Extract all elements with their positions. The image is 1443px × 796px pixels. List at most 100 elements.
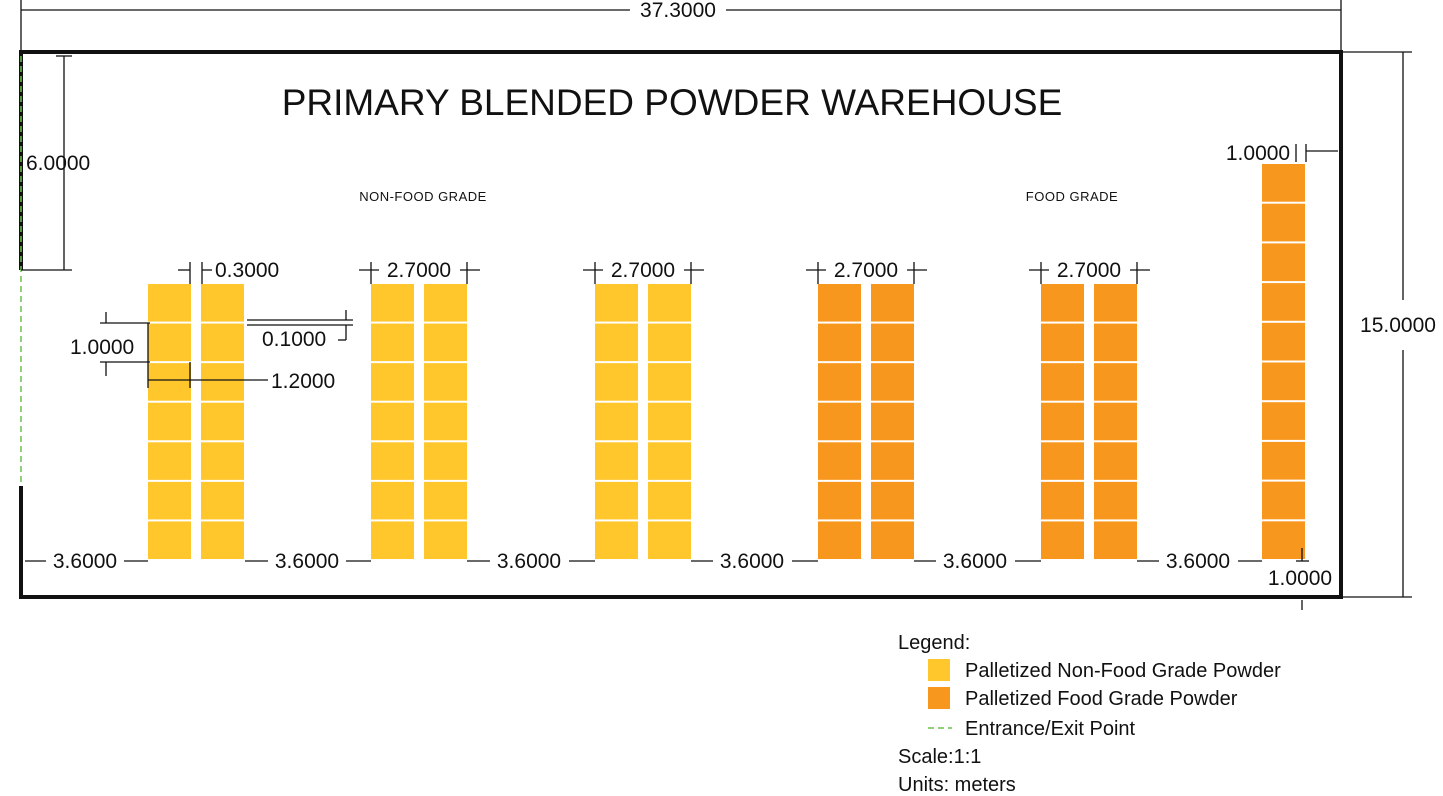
non-food-pallet [595,521,638,559]
non-food-pallet [595,481,638,520]
food-pallet [1262,243,1305,282]
food-pallet [818,521,861,559]
food-pallet [1041,284,1084,322]
legend-food-label: Palletized Food Grade Powder [965,688,1238,710]
non-food-pallet [371,323,414,362]
non-food-pallet [595,363,638,401]
non-food-pallet [424,481,467,520]
aisle-dimension-3: 3.6000 [467,550,595,573]
pallet-gap-dimension: 0.3000 [178,259,279,284]
single-row-clearance-label: 1.0000 [1268,567,1332,590]
aisle-dimension-2: 3.6000 [245,550,371,573]
warehouse-title: PRIMARY BLENDED POWDER WAREHOUSE [282,82,1063,123]
non-food-pallet [648,402,691,441]
legend-heading: Legend: [898,632,970,654]
non-food-pallet [148,363,191,401]
non-food-pallet [595,442,638,480]
food-pallet [818,284,861,322]
non-food-pallet [371,363,414,401]
entrance-offset-label: 6.0000 [26,152,90,175]
food-pallet [871,323,914,362]
block-width-dimension-4: 2.7000 [1029,259,1150,284]
pallet-depth-dimension: 1.0000 [70,312,150,376]
non-food-pallet [201,323,244,362]
pallet-stacks [148,164,1305,559]
legend: Legend: Palletized Non-Food Grade Powder… [898,632,1281,796]
non-food-pallet [148,402,191,441]
pallet-spacing-label: 0.1000 [262,328,326,351]
non-food-pallet [648,284,691,322]
legend-units: Units: meters [898,774,1016,796]
food-pallet [818,363,861,401]
food-pallet [1262,441,1305,480]
non-food-pallet [201,521,244,559]
food-pallet [871,363,914,401]
food-pallet [1094,284,1137,322]
food-pallet [1094,442,1137,480]
single-row-clearance-dimension: 1.0000 [1268,548,1332,610]
block-width-dimension-1: 2.7000 [359,259,480,284]
aisle-label-1: 3.6000 [53,550,117,573]
food-pallet [1094,481,1137,520]
food-pallet [871,442,914,480]
legend-entrance-label: Entrance/Exit Point [965,718,1136,740]
food-pallet [1094,363,1137,401]
non-food-pallet [148,442,191,480]
overall-width-label: 37.3000 [640,0,716,22]
block-width-label-1: 2.7000 [387,259,451,282]
food-pallet [1041,363,1084,401]
aisle-dimension-6: 3.6000 [1137,550,1262,573]
non-food-pallet [371,481,414,520]
food-pallet [1094,521,1137,559]
non-food-pallet [201,402,244,441]
non-food-pallet [424,521,467,559]
food-pallet [818,323,861,362]
non-food-pallet [424,284,467,322]
pallet-width-label: 1.2000 [271,370,335,393]
food-pallet [1262,362,1305,401]
aisle-dimension-5: 3.6000 [914,550,1041,573]
non-food-pallet [424,402,467,441]
food-pallet [1262,322,1305,361]
legend-swatch-food [928,687,950,709]
block-width-dimension-3: 2.7000 [806,259,927,284]
overall-height-dimension: 15.0000 [1341,51,1436,598]
pallet-spacing-dimension: 0.1000 [247,310,353,351]
overall-height-label: 15.0000 [1360,314,1436,337]
block-width-label-3: 2.7000 [834,259,898,282]
non-food-pallet [424,442,467,480]
non-food-pallet [148,481,191,520]
aisle-label-4: 3.6000 [720,550,784,573]
pallet-gap-label: 0.3000 [215,259,279,282]
non-food-pallet [148,284,191,322]
non-food-pallet [595,323,638,362]
food-pallet [818,442,861,480]
non-food-pallet [148,521,191,559]
non-food-pallet [201,481,244,520]
non-food-pallet [201,363,244,401]
non-food-pallet [648,442,691,480]
block-width-dimension-2: 2.7000 [583,259,704,284]
food-pallet [871,481,914,520]
legend-scale: Scale:1:1 [898,746,981,768]
food-pallet [1262,402,1305,440]
non-food-pallet [371,521,414,559]
food-pallet [1262,283,1305,321]
non-food-pallet [648,323,691,362]
non-food-pallet [371,284,414,322]
food-pallet [871,284,914,322]
legend-swatch-non-food [928,659,950,681]
non-food-zone-label: NON-FOOD GRADE [359,189,487,204]
food-pallet [1041,481,1084,520]
food-pallet [1041,323,1084,362]
food-pallet [1041,402,1084,441]
food-pallet [818,402,861,441]
warehouse-walls [19,50,1343,599]
pallet-width-dimension: 1.2000 [147,323,335,393]
food-pallet [1262,203,1305,242]
food-zone-label: FOOD GRADE [1026,189,1118,204]
block-width-label-2: 2.7000 [611,259,675,282]
non-food-pallet [201,284,244,322]
food-pallet [818,481,861,520]
